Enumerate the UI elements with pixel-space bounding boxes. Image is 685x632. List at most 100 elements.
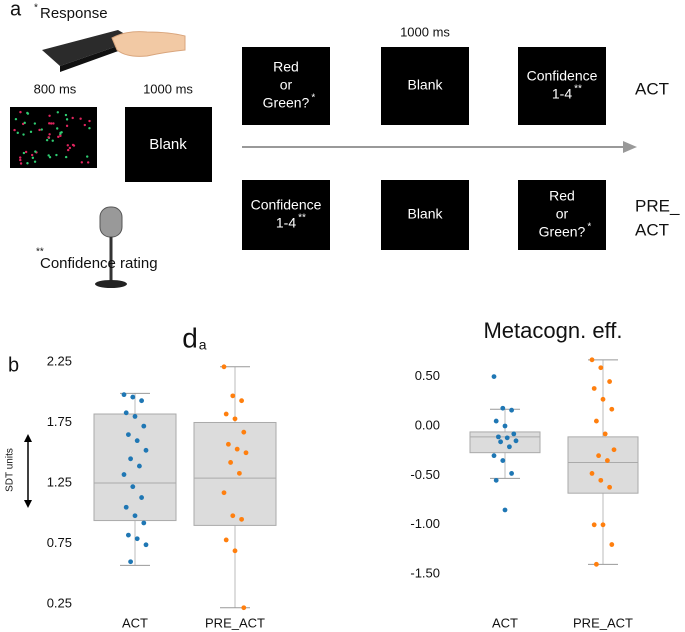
data-point	[607, 379, 612, 384]
data-point	[502, 423, 508, 429]
footnote-mark: **	[574, 84, 582, 95]
dot	[83, 123, 87, 127]
dot	[86, 155, 89, 158]
blank-box	[125, 107, 212, 182]
dot	[66, 144, 69, 147]
dot	[19, 162, 23, 165]
stimulus-dots	[13, 110, 91, 165]
data-point	[221, 490, 227, 496]
dot	[34, 150, 37, 153]
box	[469, 431, 541, 454]
confidence-label: Confidence rating	[40, 255, 158, 272]
footnote-mark: *	[34, 3, 38, 14]
dot	[47, 136, 50, 139]
data-point	[611, 447, 617, 453]
data-point	[223, 411, 229, 417]
data-point	[605, 458, 610, 463]
dot	[48, 156, 52, 159]
data-point	[596, 453, 601, 459]
x-tick-label: ACT	[492, 615, 518, 630]
box-text: Green?	[263, 95, 310, 111]
trial-box	[381, 180, 469, 250]
trial-box	[518, 47, 606, 125]
data-point	[600, 396, 606, 402]
data-point	[591, 386, 597, 391]
data-point	[125, 432, 131, 437]
dot	[80, 161, 84, 164]
time-label: 1000 ms	[143, 81, 193, 96]
data-point	[121, 472, 127, 477]
data-point	[594, 418, 599, 424]
data-point	[504, 435, 510, 441]
microphone-icon	[95, 206, 127, 288]
dot	[60, 131, 63, 134]
dot	[26, 162, 29, 165]
data-point	[496, 434, 501, 440]
box	[567, 436, 639, 494]
data-point	[598, 477, 604, 483]
data-point	[589, 471, 595, 476]
dot	[13, 128, 16, 132]
dot	[33, 160, 37, 163]
dot	[88, 119, 91, 123]
dot	[33, 122, 37, 125]
data-point	[132, 414, 138, 419]
data-point	[139, 398, 145, 404]
box	[93, 413, 177, 522]
panel-label: b	[8, 354, 19, 376]
data-point	[226, 441, 231, 447]
box-text: Green?	[539, 224, 586, 240]
data-point	[123, 410, 129, 416]
row-label: PRE_	[635, 196, 680, 215]
dot	[30, 153, 34, 157]
data-point	[511, 431, 517, 437]
dot	[49, 122, 53, 125]
data-point	[223, 537, 229, 543]
arrow-head	[623, 141, 637, 153]
dot	[19, 156, 22, 159]
data-point	[221, 364, 227, 370]
stimulus	[10, 107, 97, 168]
keyboard-icon	[42, 30, 186, 72]
data-point	[609, 542, 615, 547]
x-tick-label: PRE_ACT	[205, 615, 265, 630]
data-point	[591, 522, 597, 528]
trial-box	[518, 180, 606, 250]
data-point	[493, 418, 499, 424]
y-tick-label: 1.75	[47, 414, 72, 429]
data-point	[123, 504, 129, 510]
data-point	[598, 365, 604, 371]
data-point	[134, 438, 140, 444]
dot	[64, 113, 68, 117]
y-tick-label: 0.00	[415, 417, 440, 432]
dot	[65, 118, 69, 121]
y-tick-label: 2.25	[47, 353, 72, 368]
data-point	[234, 446, 240, 452]
data-point	[609, 406, 615, 412]
data-point	[239, 516, 245, 522]
dot	[52, 122, 55, 125]
dot	[71, 143, 75, 147]
dot	[48, 133, 51, 136]
data-point	[602, 431, 608, 437]
data-point	[232, 416, 238, 422]
dot	[47, 154, 50, 157]
data-point	[491, 453, 497, 459]
footnote-mark: **	[36, 247, 44, 258]
time-label: 800 ms	[34, 81, 77, 96]
box-text: Blank	[149, 136, 187, 153]
chart-title-sub: a	[199, 337, 207, 353]
data-point	[141, 520, 147, 526]
data-point	[589, 357, 595, 363]
dot	[68, 146, 72, 150]
data-point	[137, 463, 142, 469]
box-text: Blank	[407, 77, 443, 93]
y-tick-label: -1.00	[410, 516, 440, 531]
dot	[55, 153, 58, 157]
data-point	[139, 495, 145, 500]
box	[193, 421, 277, 526]
x-tick-label: PRE_ACT	[573, 615, 633, 630]
dot	[38, 128, 41, 132]
data-point	[502, 507, 508, 513]
data-point	[607, 484, 612, 490]
